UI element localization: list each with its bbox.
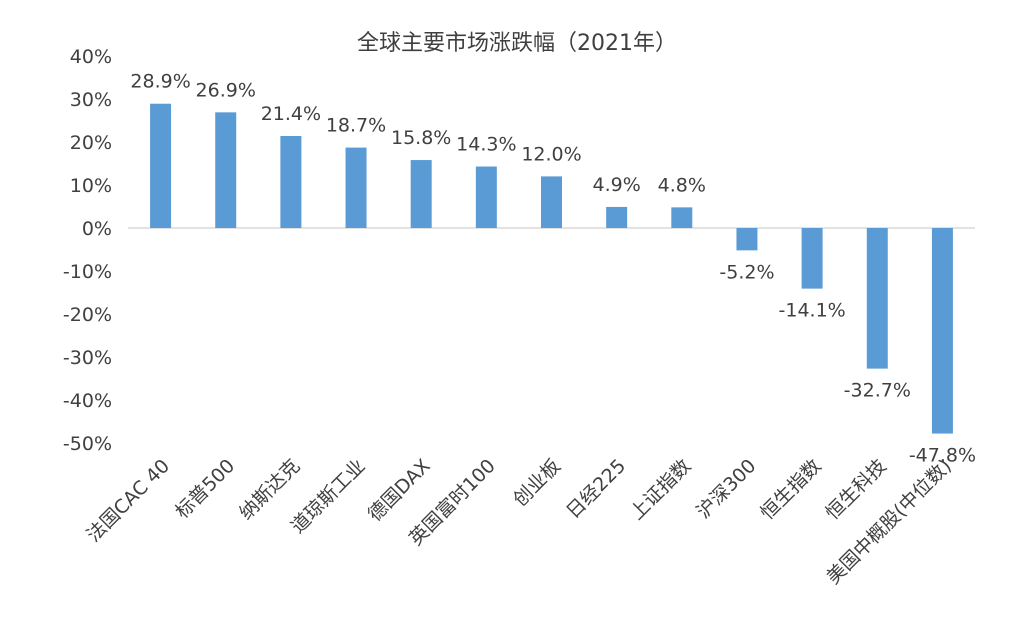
bar bbox=[475, 166, 497, 228]
data-label: 4.8% bbox=[658, 174, 706, 196]
y-tick-label: 0% bbox=[82, 218, 112, 240]
category-label: 恒生指数 bbox=[756, 455, 825, 524]
y-tick-label: -20% bbox=[63, 304, 112, 326]
bar bbox=[736, 228, 758, 251]
bar bbox=[345, 147, 367, 228]
bar bbox=[541, 176, 562, 228]
category-label: 法国CAC 40 bbox=[83, 455, 175, 547]
category-label: 沪深300 bbox=[692, 455, 760, 523]
category-label: 日经225 bbox=[562, 455, 630, 523]
category-label: 美国中概股(中位数) bbox=[822, 455, 956, 589]
data-label: -32.7% bbox=[844, 380, 911, 402]
data-label: -5.2% bbox=[719, 261, 774, 283]
y-tick-label: -30% bbox=[63, 347, 112, 369]
y-tick-label: 40% bbox=[70, 46, 112, 68]
chart-title: 全球主要市场涨跌幅（2021年） bbox=[357, 31, 677, 56]
data-label: 21.4% bbox=[261, 103, 321, 125]
y-tick-label: -40% bbox=[63, 390, 112, 412]
y-tick-label: 10% bbox=[70, 175, 112, 197]
data-label: -47.8% bbox=[909, 445, 976, 467]
bar bbox=[280, 135, 302, 228]
y-tick-label: 20% bbox=[70, 132, 112, 154]
data-label: 26.9% bbox=[196, 79, 256, 101]
category-label: 标普500 bbox=[171, 455, 239, 523]
y-tick-label: -50% bbox=[63, 433, 112, 455]
bars-group bbox=[150, 103, 953, 434]
bar bbox=[150, 103, 172, 228]
bar bbox=[671, 207, 693, 228]
y-axis-ticks: 40% 30% 20% 10% 0% -10% -20% -30% -40% -50% bbox=[63, 46, 112, 455]
data-label: 12.0% bbox=[521, 143, 581, 165]
data-label: 28.9% bbox=[130, 71, 190, 93]
bar bbox=[866, 228, 888, 369]
category-label: 创业板 bbox=[509, 455, 565, 511]
data-label: 14.3% bbox=[456, 134, 516, 156]
bar bbox=[606, 206, 628, 228]
data-label: 4.9% bbox=[593, 174, 641, 196]
category-label: 上证指数 bbox=[626, 455, 695, 524]
bar bbox=[931, 228, 953, 434]
bar bbox=[801, 228, 823, 289]
bar bbox=[215, 112, 237, 228]
data-label: 18.7% bbox=[326, 115, 386, 137]
data-label: -14.1% bbox=[779, 300, 846, 322]
y-tick-label: -10% bbox=[63, 261, 112, 283]
bar bbox=[410, 160, 432, 228]
data-label: 15.8% bbox=[391, 127, 451, 149]
data-labels-group: 28.9% 26.9%21.4%18.7%15.8% 14.3% 12.0% 4.9% 4… bbox=[130, 71, 976, 467]
y-tick-label: 30% bbox=[70, 89, 112, 111]
